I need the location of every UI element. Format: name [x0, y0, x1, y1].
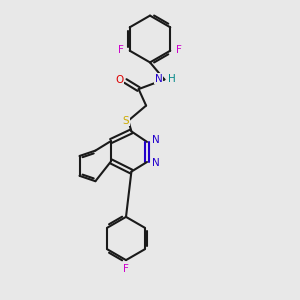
- Text: N: N: [152, 135, 160, 146]
- Text: F: F: [123, 264, 129, 274]
- Text: N: N: [152, 158, 160, 169]
- Text: N: N: [154, 74, 162, 84]
- Text: S: S: [123, 116, 129, 126]
- Text: F: F: [176, 45, 182, 55]
- Text: O: O: [115, 75, 124, 85]
- Text: F: F: [118, 45, 124, 55]
- Text: H: H: [168, 74, 176, 84]
